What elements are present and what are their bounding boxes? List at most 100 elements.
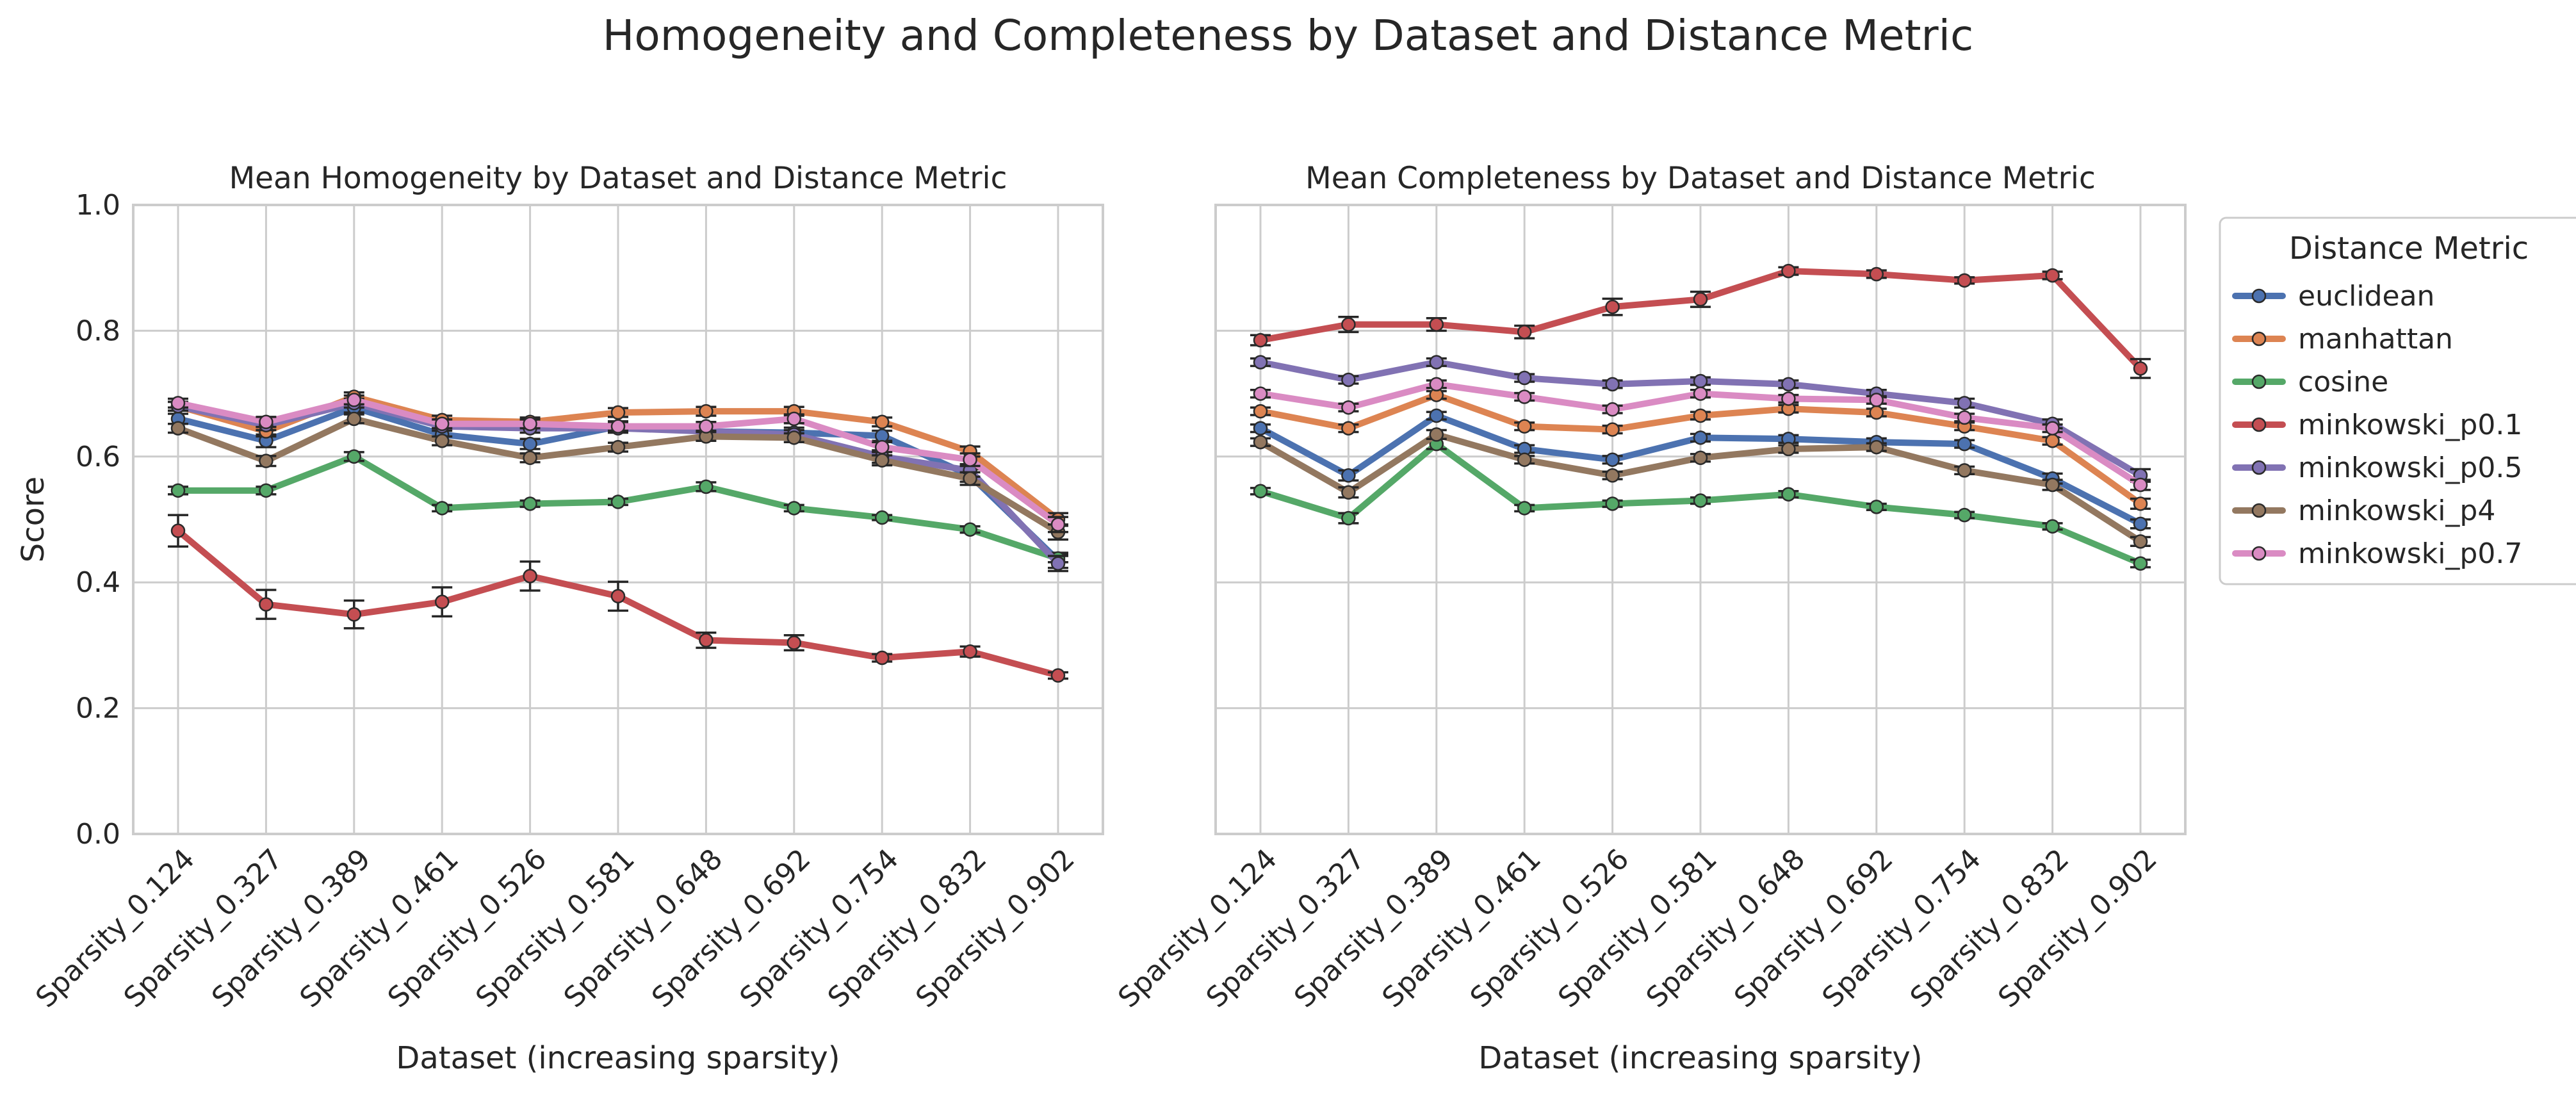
data-point [1605,452,1620,467]
data-point [259,597,273,612]
panel-title: Mean Completeness by Dataset and Distanc… [1305,161,2096,196]
data-point [963,522,977,537]
x-tick-label: Sparsity_0.902 [909,843,1081,1015]
data-point [1050,668,1066,683]
data-point [1957,436,1972,452]
data-point [1605,422,1620,437]
data-point [1050,517,1066,532]
data-point [2133,361,2148,376]
data-point [523,450,537,466]
data-point [170,523,186,538]
data-point [434,416,450,431]
x-tick-label: Sparsity_0.389 [206,843,377,1015]
data-point [1517,325,1532,339]
data-point [259,483,273,498]
x-tick-label: Sparsity_0.692 [1728,843,1900,1015]
data-point [2045,434,2060,448]
data-point [2045,519,2060,534]
data-point [434,434,450,448]
x-tick-label: Sparsity_0.754 [1816,843,1987,1015]
data-point [1693,386,1708,401]
data-point [963,452,977,467]
data-point [2133,496,2148,511]
data-point [1253,355,1268,370]
series-minkowski_p0.1 [168,514,1068,683]
data-point [874,650,890,665]
data-point [2133,534,2148,549]
data-point [1341,485,1356,500]
y-axis-label: Score [15,477,51,562]
data-point [523,496,537,511]
legend-swatch-marker [2251,503,2267,518]
data-point [1429,408,1444,423]
legend-frame [2219,216,2576,585]
x-tick-label: Sparsity_0.389 [1288,843,1460,1015]
data-point [1781,487,1796,502]
data-point [787,635,802,650]
data-point [434,501,450,516]
figure-title: Homogeneity and Completeness by Dataset … [603,11,1974,60]
data-point [1781,263,1796,279]
data-point [1957,273,1972,288]
legend-swatch-marker [2251,374,2267,389]
data-point [2045,268,2060,283]
data-point [699,633,713,648]
data-point [1341,400,1356,415]
data-point [874,414,890,430]
data-point [1517,501,1532,516]
data-point [610,419,626,434]
series-minkowski_p0.7 [1250,377,2151,493]
legend-entry-label: minkowski_p4 [2298,494,2495,527]
legend-title: Distance Metric [2289,231,2529,266]
data-point [1869,500,1884,514]
data-point [699,479,713,494]
data-point [610,405,626,420]
x-tick-label: Sparsity_0.754 [733,843,905,1015]
x-tick-label: Sparsity_0.648 [558,843,730,1015]
data-point [1693,450,1708,466]
data-point [1869,266,1884,282]
x-tick-label: Sparsity_0.581 [1552,843,1724,1015]
x-tick-label: Sparsity_0.124 [29,843,201,1015]
data-point [259,414,273,430]
data-point [346,607,362,622]
data-point [2133,477,2148,493]
data-point [1781,377,1796,392]
data-point [1253,386,1268,401]
data-point [1253,332,1268,348]
data-point [1429,377,1444,392]
data-point [1341,421,1356,436]
x-tick-label: Sparsity_0.832 [1904,843,2076,1015]
x-tick-label: Sparsity_0.648 [1640,843,1812,1015]
y-tick-label: 0.6 [76,441,120,473]
x-tick-label: Sparsity_0.526 [1464,843,1636,1015]
x-tick-label: Sparsity_0.327 [1200,843,1372,1015]
x-tick-label: Sparsity_0.902 [1992,843,2164,1015]
data-point [874,439,890,455]
data-point [1605,377,1620,392]
data-point [610,439,626,455]
axes-frame [1214,204,2187,835]
series-minkowski_p0.1 [1250,263,2151,379]
data-point [1341,510,1356,526]
legend-swatch-marker [2251,460,2267,475]
data-point [1341,468,1356,483]
legend-swatch-marker [2251,546,2267,561]
data-point [170,483,186,498]
data-point [1429,317,1444,332]
completeness-panel: Mean Completeness by Dataset and Distanc… [1112,161,2187,1076]
data-point [699,419,713,434]
data-point [1781,441,1796,457]
data-point [963,471,977,486]
legend-swatch-marker [2251,288,2267,304]
x-tick-label: Sparsity_0.832 [822,843,993,1015]
legend-swatch-marker [2251,417,2267,432]
series-cosine [1250,436,2151,571]
data-point [1869,393,1884,407]
data-point [610,589,626,604]
legend-entry-label: euclidean [2298,280,2434,313]
data-point [1517,452,1532,467]
data-point [1429,427,1444,442]
data-point [346,411,362,427]
